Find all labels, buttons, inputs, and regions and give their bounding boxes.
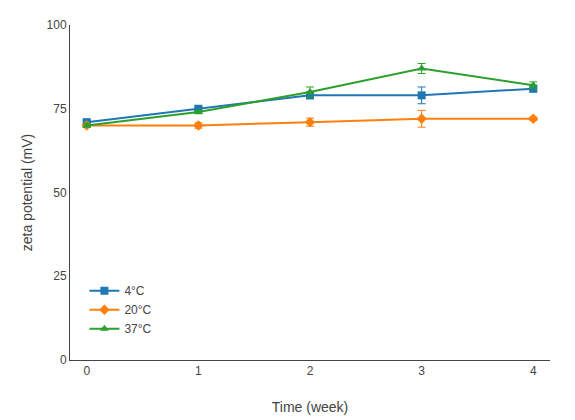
- svg-text:50: 50: [53, 186, 67, 200]
- svg-text:0: 0: [83, 364, 90, 378]
- svg-text:25: 25: [53, 269, 67, 283]
- svg-text:Time (week): Time (week): [272, 399, 349, 415]
- svg-text:100: 100: [47, 18, 67, 32]
- svg-text:4°C: 4°C: [124, 284, 144, 298]
- svg-text:20°C: 20°C: [124, 303, 151, 317]
- svg-text:4: 4: [530, 364, 537, 378]
- svg-text:75: 75: [53, 102, 67, 116]
- svg-text:2: 2: [307, 364, 314, 378]
- svg-text:3: 3: [418, 364, 425, 378]
- svg-text:1: 1: [195, 364, 202, 378]
- svg-text:37°C: 37°C: [124, 322, 151, 336]
- svg-text:zeta potential (mV): zeta potential (mV): [19, 134, 35, 252]
- svg-text:0: 0: [60, 353, 67, 367]
